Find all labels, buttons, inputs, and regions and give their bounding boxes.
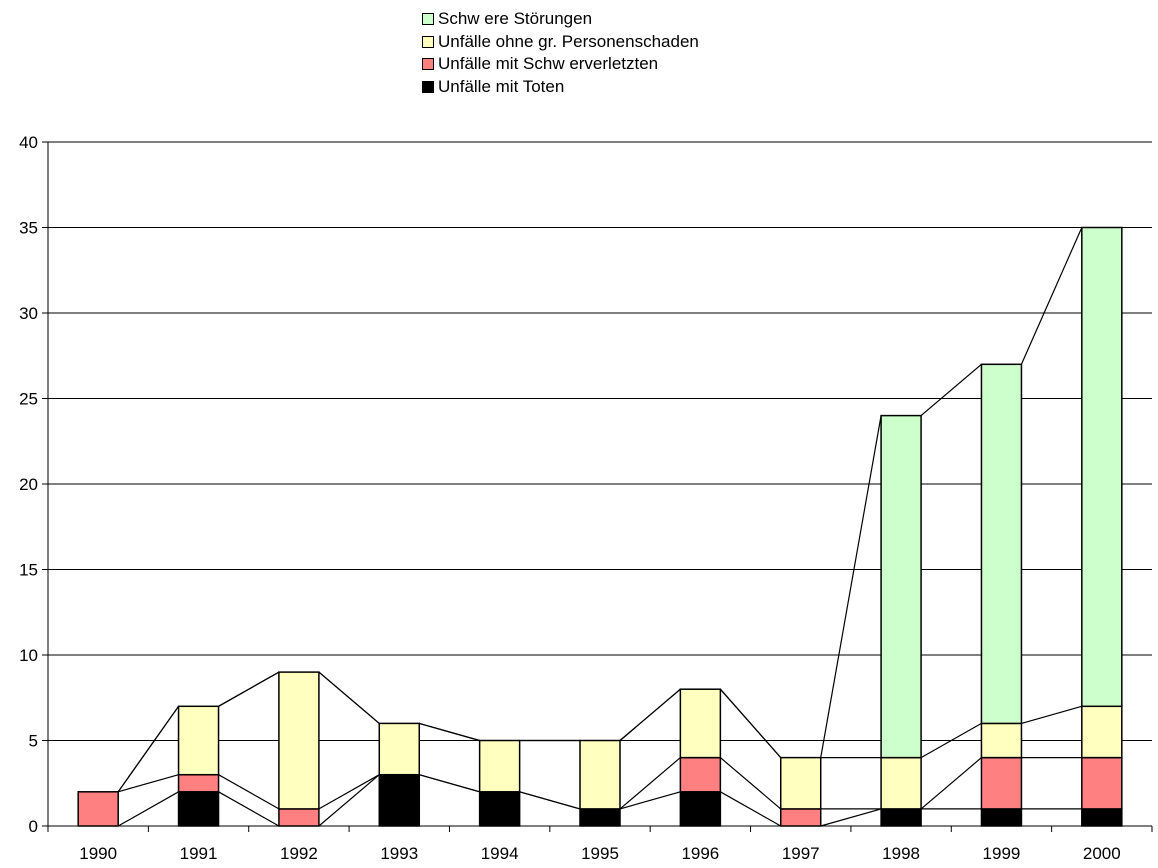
- legend-swatch: [422, 13, 434, 26]
- series-connector-line: [720, 791, 782, 827]
- bar-segment: [880, 756, 922, 810]
- series-connector-line: [1021, 705, 1082, 724]
- bar-segment: [1081, 705, 1123, 759]
- series-connector-line: [1020, 227, 1083, 365]
- y-tick-label: 5: [29, 732, 38, 751]
- bar-segment: [679, 756, 722, 793]
- bar-segment: [880, 808, 922, 827]
- series-connector-line: [318, 671, 380, 724]
- bar-segment: [679, 791, 722, 827]
- series-connector-line: [619, 791, 681, 810]
- chart-legend: Schw ere Störungen Unfälle ohne gr. Pers…: [422, 8, 699, 98]
- bar-segment: [278, 671, 320, 810]
- bar-segment: [579, 739, 621, 810]
- series-connector-line: [318, 774, 380, 827]
- series-connector-line: [218, 671, 280, 707]
- y-tick-label: 25: [19, 390, 38, 409]
- bar-segment: [1081, 756, 1123, 810]
- bar-segment: [980, 722, 1023, 759]
- bar-segment: [177, 791, 220, 827]
- bar-segment: [478, 791, 521, 827]
- legend-label: Unfälle ohne gr. Personenschaden: [438, 31, 699, 51]
- series-connector-line: [820, 415, 882, 758]
- bar-segment: [880, 414, 922, 759]
- y-tick-label: 10: [19, 646, 38, 665]
- series-connector-line: [218, 774, 280, 810]
- bar-segment: [679, 688, 722, 759]
- legend-label: Unfälle mit Toten: [438, 76, 565, 96]
- y-tick-label: 40: [19, 133, 38, 152]
- y-tick-label: 35: [19, 219, 38, 238]
- bar-segment: [980, 756, 1023, 810]
- y-tick-label: 30: [19, 304, 38, 323]
- legend-swatch: [422, 80, 434, 93]
- legend-item-schwere-stoerungen: Schw ere Störungen: [422, 8, 699, 31]
- legend-swatch: [422, 35, 434, 48]
- x-tick-label: 1999: [983, 844, 1021, 863]
- series-connector-line: [920, 363, 982, 417]
- legend-item-unfaelle-toten: Unfälle mit Toten: [422, 76, 699, 99]
- bar-segment: [579, 808, 621, 827]
- series-connector-line: [117, 791, 179, 827]
- bar-segment: [478, 739, 521, 793]
- bar-segment: [980, 808, 1023, 827]
- bar-segment: [1081, 808, 1123, 827]
- series-connector-line: [920, 757, 982, 810]
- x-tick-label: 1992: [280, 844, 318, 863]
- x-tick-label: 1993: [380, 844, 418, 863]
- bar-segment: [177, 773, 220, 793]
- series-connector-line: [218, 791, 280, 827]
- bar-segment: [278, 808, 320, 827]
- series-connector-line: [117, 705, 180, 793]
- series-connector-line: [719, 757, 782, 810]
- bar-segment: [177, 705, 220, 776]
- bar-segment: [378, 773, 421, 827]
- series-connector-line: [419, 722, 480, 742]
- series-connector-line: [619, 688, 681, 741]
- bar-segment: [980, 363, 1023, 725]
- series-connector-line: [820, 808, 882, 827]
- legend-item-unfaelle-schwerverletzte: Unfälle mit Schw erverletzten: [422, 53, 699, 76]
- bar-segment: [77, 791, 119, 827]
- x-tick-label: 1997: [782, 844, 820, 863]
- series-connector-line: [118, 774, 179, 793]
- bar-segment: [779, 808, 822, 827]
- series-connector-line: [519, 791, 581, 810]
- y-tick-label: 20: [19, 475, 38, 494]
- x-tick-label: 1994: [481, 844, 519, 863]
- series-connector-line: [920, 722, 982, 759]
- x-tick-label: 1990: [79, 844, 117, 863]
- x-tick-label: 1996: [681, 844, 719, 863]
- x-tick-label: 2000: [1083, 844, 1121, 863]
- bar-segment: [779, 756, 822, 810]
- x-tick-label: 1998: [882, 844, 920, 863]
- legend-swatch: [422, 58, 434, 71]
- series-connector-line: [318, 774, 380, 810]
- y-tick-label: 15: [19, 561, 38, 580]
- legend-label: Unfälle mit Schw erverletzten: [438, 54, 659, 74]
- x-tick-label: 1991: [180, 844, 218, 863]
- series-connector-line: [619, 757, 681, 810]
- bar-segment: [1081, 226, 1123, 708]
- y-tick-label: 0: [29, 817, 38, 836]
- series-connector-line: [419, 774, 480, 793]
- legend-label: Schw ere Störungen: [438, 9, 593, 29]
- legend-item-unfaelle-ohne-personenschaden: Unfälle ohne gr. Personenschaden: [422, 31, 699, 54]
- series-connector-line: [719, 688, 782, 758]
- bar-segment: [378, 722, 421, 776]
- x-tick-label: 1995: [581, 844, 619, 863]
